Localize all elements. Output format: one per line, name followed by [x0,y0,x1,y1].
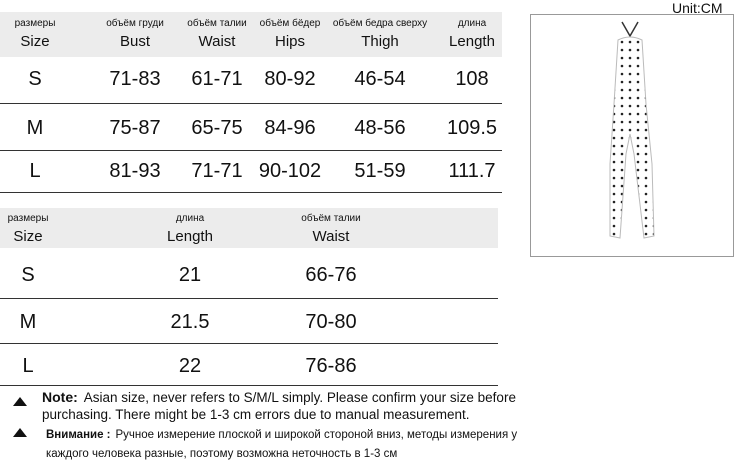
unit: Unit:CM [672,0,723,16]
header-band [0,208,498,248]
header-en: Bust [119,33,151,50]
header-ru: размеры [14,18,56,29]
rule [0,103,502,104]
cell: 76-86 [305,355,357,377]
cell: 21.5 [170,311,210,333]
product-image [530,14,734,257]
header-band [0,12,502,57]
cell: 81-93 [109,160,161,182]
rule [0,343,498,344]
cell: 21 [178,264,202,286]
header-en: Waist [312,228,350,245]
cell: 66-76 [305,264,357,286]
cell: 48-56 [354,117,406,139]
note-label: Note: [42,389,78,405]
cell: 61-71 [191,68,243,90]
note-text: Asian size, never refers to S/M/L simply… [42,390,516,422]
header-ru: длина [457,18,487,29]
note: Внимание : Ручное измерение плоской и шир… [46,426,526,464]
cell: 46-54 [354,68,406,90]
header-ru: объём груди [106,18,164,29]
header-ru: объём талии [187,18,247,29]
header-en: Size [13,228,43,245]
cell: 65-75 [191,117,243,139]
rule [0,298,498,299]
header-ru: длина [175,213,205,224]
header-en: Waist [198,33,236,50]
header-en: Size [20,33,50,50]
cell: 51-59 [354,160,406,182]
cell: L [29,160,41,182]
cell: 70-80 [305,311,357,333]
cell: 75-87 [109,117,161,139]
icon [13,428,27,437]
rule [0,192,502,193]
header-ru: объём талии [301,213,361,224]
cell: 111.7 [448,160,496,182]
header-en: Length [449,33,495,50]
cell: S [28,68,42,90]
cell: L [22,355,34,377]
cell: 109.5 [446,117,498,139]
rule [0,150,502,151]
cell: 71-83 [109,68,161,90]
cell: 80-92 [264,68,316,90]
header-en: Length [167,228,213,245]
cell: 90-102 [258,160,322,182]
rule [0,385,498,386]
note-text: Ручное измерение плоской и широкой сторо… [46,429,518,460]
cell: S [21,264,35,286]
cell: 22 [178,355,202,377]
header-en: Thigh [361,33,399,50]
header-en: Hips [274,33,306,50]
cell: 108 [455,68,489,90]
cell: 84-96 [264,117,316,139]
cell: 71-71 [191,160,243,182]
header-ru: размеры [7,213,49,224]
header-ru: объём бедра сверху [332,18,428,29]
cell: M [19,311,37,333]
note-label: Внимание : [46,429,111,441]
note: Note: Asian size, never refers to S/M/L s… [42,389,530,423]
cell: M [26,117,44,139]
icon [13,397,27,406]
header-ru: объём бёдер [259,18,321,29]
